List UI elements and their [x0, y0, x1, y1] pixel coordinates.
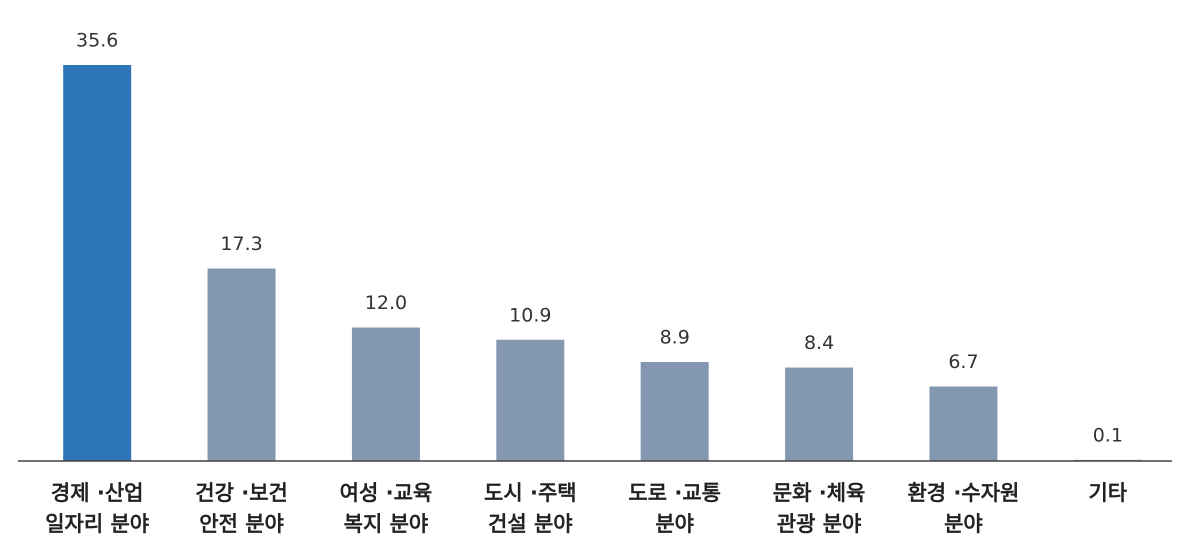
- x-tick-label: 분야: [944, 512, 983, 536]
- x-tick-label: 분야: [655, 512, 694, 536]
- bar: [63, 65, 132, 461]
- value-label: 6.7: [948, 351, 978, 373]
- x-tick-label: 도시 ·주택: [484, 481, 577, 505]
- value-label: 12.0: [365, 292, 407, 314]
- value-label: 17.3: [220, 233, 262, 255]
- bar: [496, 339, 565, 461]
- value-label: 0.1: [1093, 424, 1123, 446]
- bar: [785, 367, 854, 461]
- value-label: 8.4: [804, 332, 834, 354]
- x-tick-label: 복지 분야: [344, 512, 429, 536]
- bar: [207, 268, 276, 461]
- value-label: 10.9: [509, 304, 551, 326]
- x-tick-label: 일자리 분야: [45, 512, 150, 536]
- x-tick-label: 건강 ·보건: [195, 481, 288, 505]
- x-tick-label: 환경 ·수자원: [907, 481, 1019, 505]
- value-label: 35.6: [76, 30, 118, 52]
- x-tick-label: 여성 ·교육: [340, 481, 433, 505]
- bar: [351, 327, 420, 461]
- bar: [929, 386, 998, 461]
- value-label: 8.9: [660, 327, 690, 349]
- x-tick-label: 문화 ·체육: [773, 481, 866, 505]
- x-tick-label: 경제 ·산업: [51, 481, 144, 505]
- bar: [640, 362, 709, 461]
- x-tick-label: 기타: [1088, 481, 1127, 505]
- x-tick-label: 안전 분야: [199, 512, 284, 536]
- x-tick-label: 도로 ·교통: [628, 481, 721, 505]
- x-tick-label: 건설 분야: [488, 512, 573, 536]
- x-tick-label: 관광 분야: [777, 512, 862, 536]
